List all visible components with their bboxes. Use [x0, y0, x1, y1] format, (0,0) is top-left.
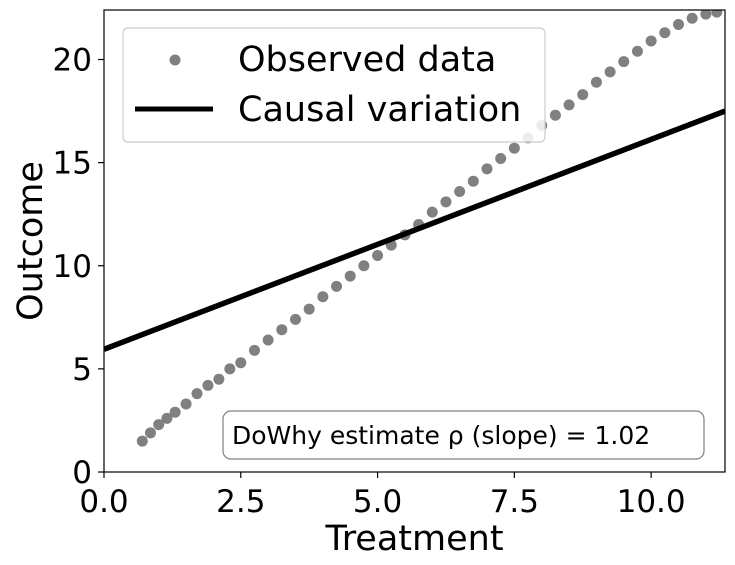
- data-point: [549, 109, 561, 121]
- data-point: [161, 412, 173, 424]
- y-tick-label: 15: [53, 146, 92, 182]
- ticks-layer: 0.0 2.5 5.0 7.5 10.0 0 5 10 15 20: [53, 43, 686, 521]
- data-point: [344, 270, 356, 282]
- data-point: [454, 186, 466, 197]
- plot-frame: [103, 9, 726, 473]
- x-tick-label: 2.5: [216, 484, 265, 520]
- data-point: [481, 163, 493, 175]
- data-point: [235, 357, 247, 369]
- y-tick-label: 10: [53, 249, 92, 285]
- data-point: [426, 206, 438, 218]
- data-point: [495, 153, 507, 164]
- data-point: [191, 388, 203, 400]
- data-point: [440, 196, 452, 208]
- data-point: [467, 175, 479, 187]
- data-point: [631, 45, 643, 57]
- data-point: [180, 398, 192, 410]
- data-point: [136, 435, 148, 447]
- data-point: [711, 10, 723, 18]
- legend-label-causal: Causal variation: [238, 90, 521, 130]
- x-tick-label: 5.0: [353, 484, 402, 520]
- data-point: [224, 363, 236, 375]
- data-point: [213, 373, 225, 385]
- x-tick-label: 0.0: [79, 484, 128, 520]
- data-point: [577, 89, 589, 101]
- x-tick-label: 10.0: [617, 484, 686, 520]
- data-point: [358, 260, 370, 272]
- data-point: [686, 12, 698, 24]
- annotation-box: DoWhy estimate ρ (slope) = 1.02: [222, 410, 705, 460]
- data-point: [672, 18, 684, 30]
- line-layer: [104, 108, 725, 352]
- data-point: [331, 280, 343, 292]
- data-point: [590, 76, 602, 88]
- annotation-frame: [222, 410, 705, 460]
- y-axis-label: Outcome: [11, 161, 51, 321]
- data-point: [289, 313, 301, 325]
- data-point: [659, 27, 671, 39]
- y-tick-label: 5: [72, 352, 92, 388]
- data-point: [372, 249, 384, 261]
- legend-box: [122, 27, 546, 143]
- data-point: [202, 379, 214, 391]
- data-point: [508, 142, 520, 154]
- data-point: [169, 406, 181, 418]
- data-point: [262, 334, 274, 346]
- legend: Observed data Causal variation: [122, 27, 546, 143]
- data-point: [153, 419, 165, 431]
- data-point: [645, 35, 657, 47]
- legend-scatter-marker: [169, 54, 181, 66]
- data-point: [145, 427, 157, 439]
- data-point: [618, 56, 630, 68]
- legend-label-observed: Observed data: [238, 40, 496, 80]
- x-tick-label: 7.5: [490, 484, 539, 520]
- data-point: [248, 344, 260, 356]
- data-point: [303, 303, 315, 315]
- data-point: [276, 324, 288, 336]
- y-tick-label: 0: [72, 455, 92, 491]
- data-point: [317, 291, 329, 303]
- data-point: [604, 66, 616, 78]
- x-axis-label: Treatment: [324, 519, 503, 559]
- causal-variation-line: [104, 108, 725, 352]
- annotation-text: DoWhy estimate ρ (slope) = 1.02: [232, 421, 650, 450]
- data-point: [563, 99, 575, 111]
- y-tick-label: 20: [53, 43, 92, 79]
- data-point: [700, 10, 712, 20]
